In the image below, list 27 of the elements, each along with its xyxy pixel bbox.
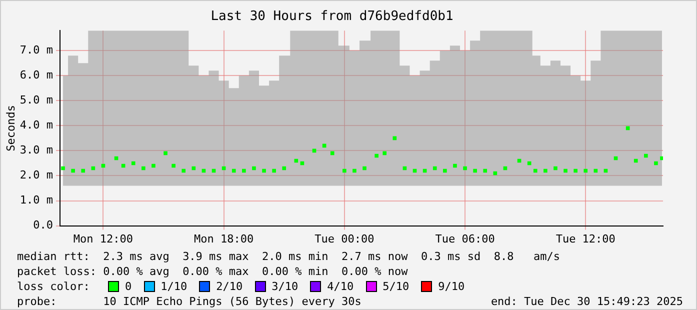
y-tick-label: 3.0 m xyxy=(20,144,54,157)
legend-title: loss color: xyxy=(17,279,91,294)
legend-label: 2/10 xyxy=(216,279,243,294)
legend-label: 5/10 xyxy=(382,279,410,294)
y-tick-label: 6.0 m xyxy=(20,68,54,82)
legend-label: 0 xyxy=(125,279,132,294)
text: packet loss: 0.00 % avg 0.00 % max 0.00 % min 0.00 % now xyxy=(17,264,409,279)
legend-label: 1/10 xyxy=(160,279,188,294)
text: median rtt: 2.3 ms avg 3.9 ms max 2.0 ms min 2.7 ms now 0.3 ms sd 8.8 am/s xyxy=(17,249,562,264)
legend-label: 3/10 xyxy=(272,279,298,294)
x-tick-label: Tue 00:00 xyxy=(314,232,374,246)
text: end: Tue Dec 30 15:49:23 2025 xyxy=(490,294,683,309)
x-tick-label: Mon 12:00 xyxy=(73,232,134,246)
y-tick-label: 5.0 m xyxy=(20,94,54,107)
chart-title: Last 30 Hours from d76b9edfd0b1 xyxy=(210,9,454,24)
y-tick-label: 0.0 xyxy=(33,218,53,232)
legend-label: 9/10 xyxy=(438,279,465,294)
y-tick-label: 2.0 m xyxy=(20,168,54,182)
x-tick-label: Mon 18:00 xyxy=(194,232,254,246)
legend-label: 4/10 xyxy=(327,279,354,294)
x-tick-label: Tue 06:00 xyxy=(435,232,495,246)
text: probe: 10 ICMP Echo Pings (56 Bytes) every 30s xyxy=(17,294,362,309)
x-tick-label: Tue 12:00 xyxy=(556,232,616,246)
y-tick-label: 7.0 m xyxy=(20,43,54,56)
y-axis-title: Seconds xyxy=(4,105,18,152)
y-tick-label: 1.0 m xyxy=(20,194,54,207)
y-tick-label: 4.0 m xyxy=(20,118,54,132)
